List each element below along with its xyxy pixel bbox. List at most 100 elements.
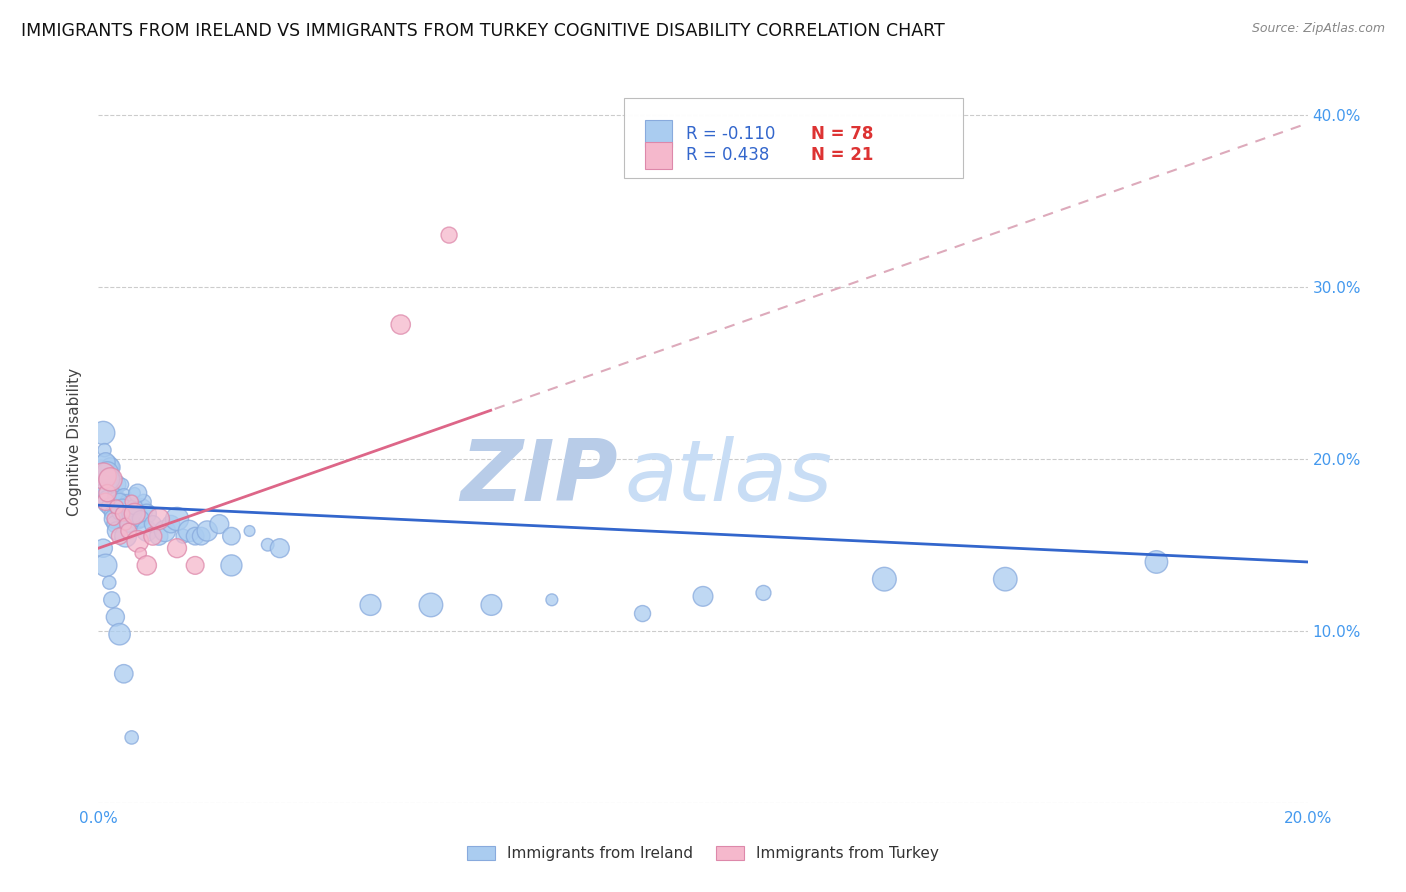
- Point: [124, 500, 146, 514]
- Point: [437, 228, 460, 243]
- Point: [98, 472, 121, 486]
- Point: [127, 486, 149, 500]
- Point: [142, 517, 165, 532]
- Point: [127, 512, 149, 526]
- Point: [118, 517, 141, 532]
- Point: [121, 731, 143, 745]
- Point: [104, 517, 127, 532]
- Point: [135, 507, 157, 521]
- Point: [135, 558, 157, 573]
- Point: [96, 486, 118, 500]
- Point: [631, 607, 654, 621]
- Point: [94, 455, 117, 469]
- Point: [148, 512, 170, 526]
- FancyBboxPatch shape: [624, 98, 963, 178]
- Point: [103, 512, 125, 526]
- Point: [124, 486, 146, 500]
- Point: [108, 529, 131, 543]
- Point: [111, 477, 134, 491]
- Point: [100, 507, 122, 521]
- Point: [160, 517, 183, 532]
- Point: [121, 500, 143, 514]
- Point: [111, 503, 134, 517]
- Point: [94, 460, 117, 475]
- Point: [93, 477, 115, 491]
- Legend: Immigrants from Ireland, Immigrants from Turkey: Immigrants from Ireland, Immigrants from…: [461, 840, 945, 867]
- Point: [540, 592, 562, 607]
- Point: [114, 529, 136, 543]
- Point: [107, 494, 129, 508]
- Point: [127, 534, 149, 549]
- Text: R = 0.438: R = 0.438: [686, 146, 769, 164]
- Point: [142, 529, 165, 543]
- Point: [148, 529, 170, 543]
- Point: [105, 524, 128, 538]
- Point: [190, 529, 212, 543]
- Text: N = 78: N = 78: [811, 125, 873, 143]
- Point: [100, 472, 122, 486]
- Text: R = -0.110: R = -0.110: [686, 125, 776, 143]
- Point: [91, 425, 114, 440]
- Point: [94, 494, 117, 508]
- Point: [94, 558, 117, 573]
- Point: [91, 541, 114, 556]
- Point: [121, 507, 143, 521]
- Point: [108, 503, 131, 517]
- Bar: [645, 142, 672, 169]
- Point: [179, 524, 201, 538]
- Point: [121, 494, 143, 508]
- Point: [221, 529, 243, 543]
- Point: [93, 443, 115, 458]
- Point: [96, 486, 118, 500]
- Point: [994, 572, 1017, 586]
- Point: [103, 512, 125, 526]
- Point: [166, 512, 188, 526]
- Point: [692, 590, 714, 604]
- Point: [96, 466, 118, 480]
- Point: [195, 524, 218, 538]
- Point: [752, 586, 775, 600]
- Point: [105, 477, 128, 491]
- Point: [108, 627, 131, 641]
- Point: [91, 469, 114, 483]
- Point: [221, 558, 243, 573]
- Point: [389, 318, 412, 332]
- Point: [114, 517, 136, 532]
- Point: [135, 524, 157, 538]
- Text: N = 21: N = 21: [811, 146, 873, 164]
- Point: [98, 494, 121, 508]
- Point: [420, 598, 443, 612]
- Point: [91, 469, 114, 483]
- Point: [100, 472, 122, 486]
- Point: [129, 512, 152, 526]
- Text: Source: ZipAtlas.com: Source: ZipAtlas.com: [1251, 22, 1385, 36]
- Point: [114, 507, 136, 521]
- Point: [112, 666, 135, 681]
- Point: [103, 483, 125, 497]
- Point: [118, 503, 141, 517]
- Point: [166, 541, 188, 556]
- Point: [104, 490, 127, 504]
- Point: [108, 494, 131, 508]
- Bar: [645, 120, 672, 147]
- Point: [111, 507, 134, 521]
- Point: [104, 610, 127, 624]
- Point: [132, 494, 155, 508]
- Point: [873, 572, 896, 586]
- Point: [481, 598, 503, 612]
- Point: [1144, 555, 1167, 569]
- Point: [118, 524, 141, 538]
- Y-axis label: Cognitive Disability: Cognitive Disability: [67, 368, 83, 516]
- Point: [360, 598, 382, 612]
- Point: [184, 529, 207, 543]
- Point: [172, 529, 194, 543]
- Point: [110, 512, 132, 526]
- Point: [208, 517, 231, 532]
- Point: [153, 524, 176, 538]
- Point: [100, 592, 122, 607]
- Point: [105, 500, 128, 514]
- Text: ZIP: ZIP: [461, 436, 619, 519]
- Point: [129, 546, 152, 560]
- Point: [117, 494, 139, 508]
- Point: [98, 575, 121, 590]
